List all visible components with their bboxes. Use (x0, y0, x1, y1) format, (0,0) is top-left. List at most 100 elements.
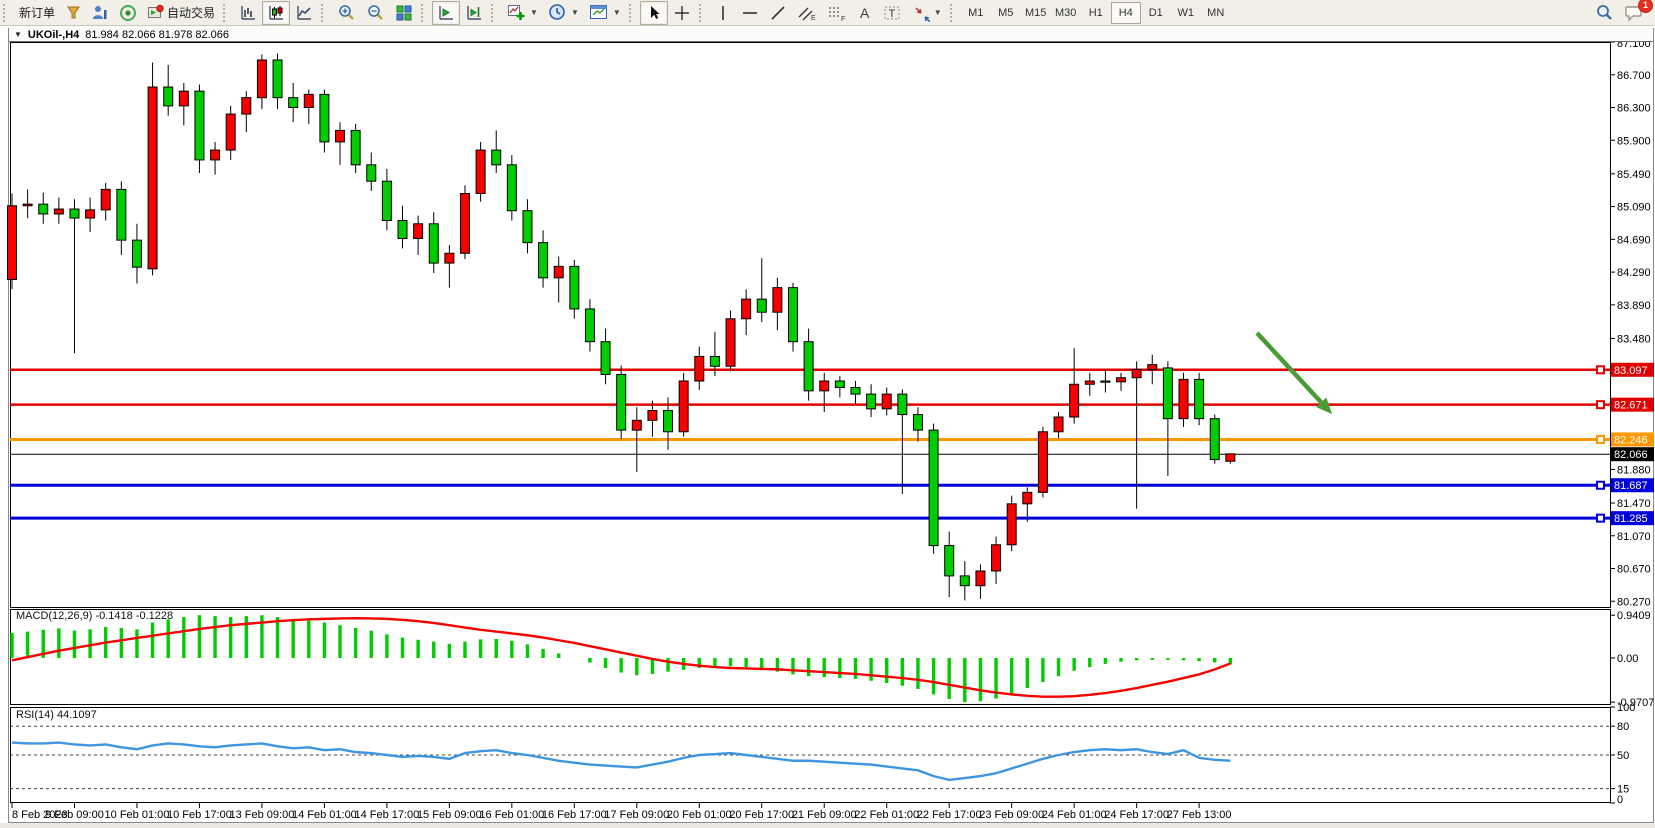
tab-timeframe-m30[interactable]: M30 (1055, 6, 1077, 19)
text-label-icon[interactable]: T (878, 1, 907, 25)
cursor-icon[interactable] (639, 0, 668, 25)
candle-body (819, 380, 830, 392)
tab-timeframe-m5[interactable]: M5 (998, 6, 1014, 19)
market-watch-icon[interactable] (87, 1, 114, 25)
level-line-handle[interactable] (1596, 480, 1605, 490)
toolbar-grip[interactable] (628, 3, 635, 22)
time-tick-label: 16 Feb 17:00 (542, 809, 607, 821)
crosshair-icon[interactable] (668, 1, 696, 25)
tile-windows-icon[interactable] (390, 1, 418, 25)
tab-timeframe-d1[interactable]: D1 (1148, 6, 1163, 19)
macd-label: MACD(12,26,9) -0.1418 -0.1228 (16, 610, 174, 622)
collapse-triangle-icon[interactable]: ▼ (14, 30, 22, 39)
candlestick-chart-icon[interactable] (262, 0, 291, 25)
candle-body (881, 393, 892, 410)
toolbar-grip[interactable] (491, 3, 497, 22)
channel-icon[interactable]: E (792, 1, 822, 25)
line-chart-icon[interactable] (290, 1, 318, 25)
candle-body (741, 298, 752, 320)
toolbar-grip[interactable] (223, 3, 229, 22)
candle-body (53, 208, 64, 215)
zoom-out-icon[interactable] (361, 1, 390, 25)
chart-symbol-period: UKOil-,H4 (27, 28, 80, 41)
fibonacci-icon[interactable]: F (822, 1, 852, 25)
chart-shift-icon[interactable] (460, 1, 488, 25)
toolbar-grip[interactable] (949, 3, 956, 22)
zoom-in-icon[interactable] (332, 1, 361, 25)
bar-chart-icon[interactable] (234, 1, 262, 25)
tab-timeframe-m1[interactable]: M1 (968, 6, 984, 19)
tab-timeframe-mn[interactable]: MN (1207, 6, 1225, 19)
chat-button[interactable]: 1 (1619, 0, 1653, 25)
new-order-button[interactable]: 新订单 (14, 2, 60, 24)
auto-trading-button[interactable]: 自动交易 (142, 2, 220, 24)
time-tick-label: 14 Feb 17:00 (354, 809, 419, 821)
candle-body (366, 164, 377, 182)
price-level-badge-label: 81.687 (1614, 480, 1648, 492)
auto-trading-label: 自动交易 (167, 6, 216, 20)
time-tick-label: 10 Feb 17:00 (167, 809, 232, 821)
toolbar-grip[interactable] (698, 3, 705, 22)
trendline-icon[interactable] (764, 1, 792, 25)
tab-timeframe-h1[interactable]: H1 (1088, 6, 1103, 19)
toolbar-grip[interactable] (3, 3, 9, 22)
time-tick-label: 20 Feb 17:00 (729, 809, 794, 821)
time-tick-label: 17 Feb 09:00 (604, 809, 669, 821)
candle-body (491, 149, 502, 166)
rsi-axis-label: 15 (1617, 784, 1629, 796)
price-level-badge (1611, 478, 1654, 493)
candle-body (85, 209, 96, 219)
fibo-letter: F (841, 16, 845, 22)
price-level-badge-label: 82.246 (1614, 434, 1648, 446)
vline-icon[interactable] (710, 1, 736, 25)
candle-body (709, 355, 720, 367)
candle-body (1084, 380, 1095, 385)
candle-body (553, 265, 564, 279)
candle-body (428, 223, 439, 264)
search-icon[interactable] (1590, 1, 1619, 25)
dropdown-caret: ▼ (612, 8, 621, 17)
level-line-handle[interactable] (1596, 434, 1605, 444)
time-tick-label: 22 Feb 01:00 (854, 809, 919, 821)
candle-body (678, 380, 689, 433)
auto-trading-icon (148, 4, 164, 18)
price-tick-label: 86.700 (1617, 70, 1651, 82)
candle-body (1069, 383, 1080, 418)
order-funnel-icon[interactable] (60, 1, 87, 25)
candle-body (100, 188, 111, 211)
new-order-label: 新订单 (19, 6, 56, 20)
signal-icon[interactable] (114, 1, 142, 25)
rsi-line (11, 741, 1231, 782)
tab-timeframe-h4[interactable]: H4 (1110, 1, 1141, 24)
auto-scroll-icon[interactable] (432, 0, 461, 25)
candle-body (912, 414, 923, 431)
tab-timeframe-m15[interactable]: M15 (1025, 6, 1047, 19)
add-indicator-button[interactable]: ▼ (502, 1, 543, 25)
hline-icon[interactable] (736, 1, 764, 25)
template-button[interactable]: ▼ (584, 1, 626, 25)
toolbar-grip[interactable] (421, 3, 427, 22)
candle-body (944, 545, 955, 577)
candle-body (319, 93, 330, 143)
periods-button[interactable]: ▼ (543, 1, 584, 25)
candle-body (897, 393, 908, 416)
price-tick-label: 85.090 (1617, 202, 1651, 214)
candle-body (303, 93, 314, 109)
level-line-handle[interactable] (1596, 513, 1605, 523)
tab-timeframe-w1[interactable]: W1 (1177, 6, 1194, 19)
dropdown-caret: ▼ (933, 8, 942, 17)
trend-arrow-head[interactable] (1315, 397, 1332, 414)
text-icon[interactable]: A (852, 1, 878, 25)
price-tick-label: 83.480 (1617, 333, 1651, 345)
trend-arrow-shaft[interactable] (1255, 331, 1323, 404)
chart-window-title[interactable]: ▼ UKOil-,H4 81.984 82.066 81.978 82.066 (9, 28, 1653, 42)
arrows-button[interactable]: ▼ (907, 1, 947, 25)
candle-body (663, 409, 674, 433)
price-tick-label: 83.890 (1617, 300, 1651, 312)
level-line-handle[interactable] (1596, 365, 1605, 375)
price-level-badge-label: 82.066 (1614, 449, 1648, 461)
toolbar-grip[interactable] (321, 3, 327, 22)
level-line-handle[interactable] (1596, 400, 1605, 410)
candle-body (506, 164, 517, 212)
